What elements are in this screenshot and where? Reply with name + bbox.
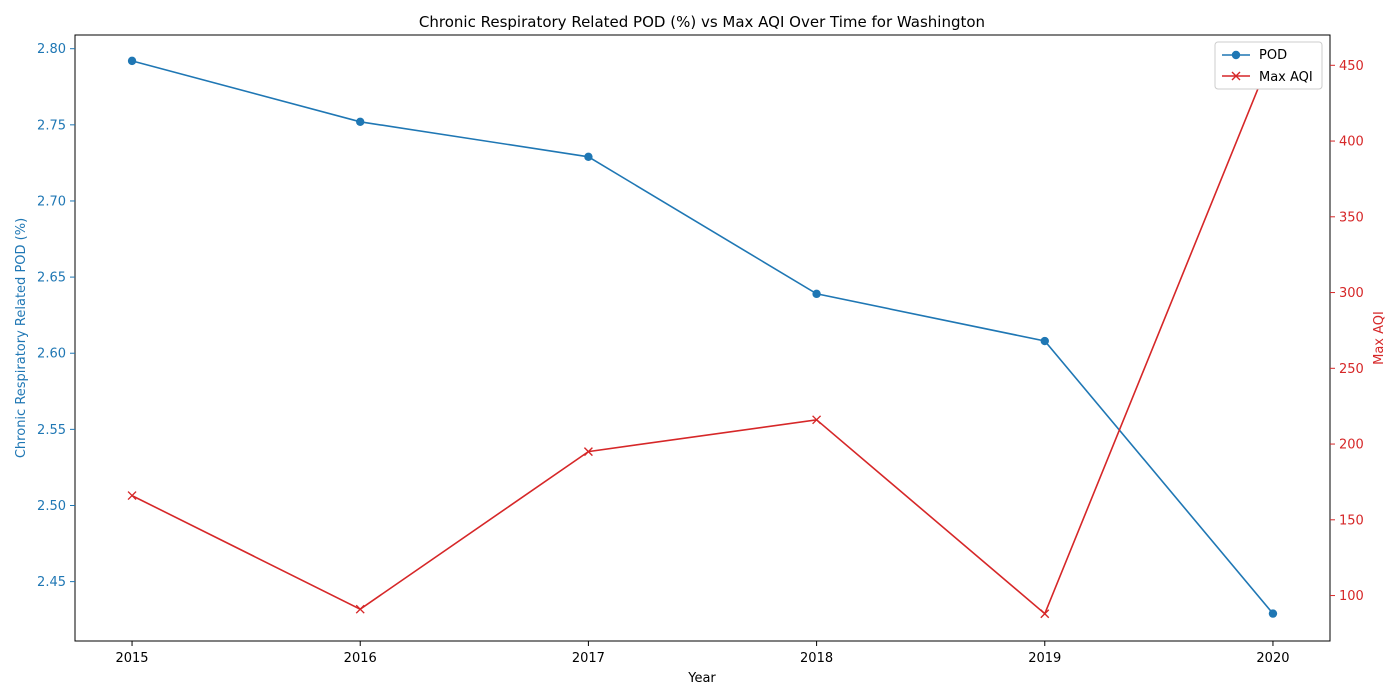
legend-entry-pod <box>1222 50 1250 60</box>
legend: POD Max AQI <box>1214 41 1323 90</box>
left-y-tick-label: 2.45 <box>37 575 66 590</box>
x-axis: 2015 2016 2017 2018 2019 2020 <box>115 641 1290 666</box>
left-y-tick-label: 2.80 <box>37 42 66 57</box>
x-axis-title: Year <box>687 671 716 686</box>
chart-title: Chronic Respiratory Related POD (%) vs M… <box>419 13 985 31</box>
data-point-max-aqi <box>1040 609 1050 619</box>
data-point-max-aqi <box>355 604 365 614</box>
legend-box <box>1214 41 1323 90</box>
right-y-axis-title: Max AQI <box>1372 311 1387 365</box>
series-line-max-aqi <box>131 51 1274 616</box>
series-line-pod <box>131 60 1274 615</box>
right-y-tick-label: 300 <box>1339 286 1364 301</box>
x-tick-label: 2015 <box>115 651 148 666</box>
right-y-tick-label: 100 <box>1339 589 1364 604</box>
right-y-tick-label: 200 <box>1339 438 1364 453</box>
data-point-pod <box>127 56 137 66</box>
right-y-axis: 100 150 200 250 300 350 400 450 <box>1330 59 1364 604</box>
x-tick-label: 2017 <box>572 651 605 666</box>
x-tick-label: 2018 <box>800 651 833 666</box>
left-y-tick-label: 2.75 <box>37 118 66 133</box>
data-point-max-aqi <box>583 447 593 457</box>
right-y-tick-label: 350 <box>1339 210 1364 225</box>
legend-marker-max-aqi <box>1231 71 1241 81</box>
right-y-tick-label: 150 <box>1339 513 1364 528</box>
left-y-tick-label: 2.65 <box>37 271 66 286</box>
left-y-axis: 2.45 2.50 2.55 2.60 2.65 2.70 2.75 2.80 <box>37 42 75 590</box>
legend-marker-pod <box>1231 50 1241 60</box>
x-tick-label: 2020 <box>1256 651 1289 666</box>
left-y-tick-label: 2.70 <box>37 194 66 209</box>
data-point-pod <box>356 117 365 126</box>
x-tick-label: 2019 <box>1028 651 1061 666</box>
left-y-tick-label: 2.60 <box>37 347 66 362</box>
right-y-tick-label: 250 <box>1339 362 1364 377</box>
data-point-pod <box>1268 609 1278 618</box>
data-point-max-aqi <box>812 415 822 425</box>
data-point-pod <box>1040 336 1049 346</box>
legend-label-pod: POD <box>1259 48 1287 63</box>
right-y-tick-label: 450 <box>1339 59 1364 74</box>
data-point-pod <box>584 152 593 162</box>
x-tick-label: 2016 <box>344 651 377 666</box>
left-y-axis-title: Chronic Respiratory Related POD (%) <box>14 218 29 458</box>
legend-label-max-aqi: Max AQI <box>1259 70 1313 85</box>
right-y-tick-label: 400 <box>1339 135 1364 150</box>
plot-frame <box>74 34 1331 642</box>
legend-entry-max-aqi <box>1222 71 1250 81</box>
left-y-tick-label: 2.50 <box>37 499 66 514</box>
data-point-pod <box>812 289 821 299</box>
series-layer <box>127 47 1278 619</box>
data-point-max-aqi <box>127 491 137 501</box>
left-y-tick-label: 2.55 <box>37 423 66 438</box>
